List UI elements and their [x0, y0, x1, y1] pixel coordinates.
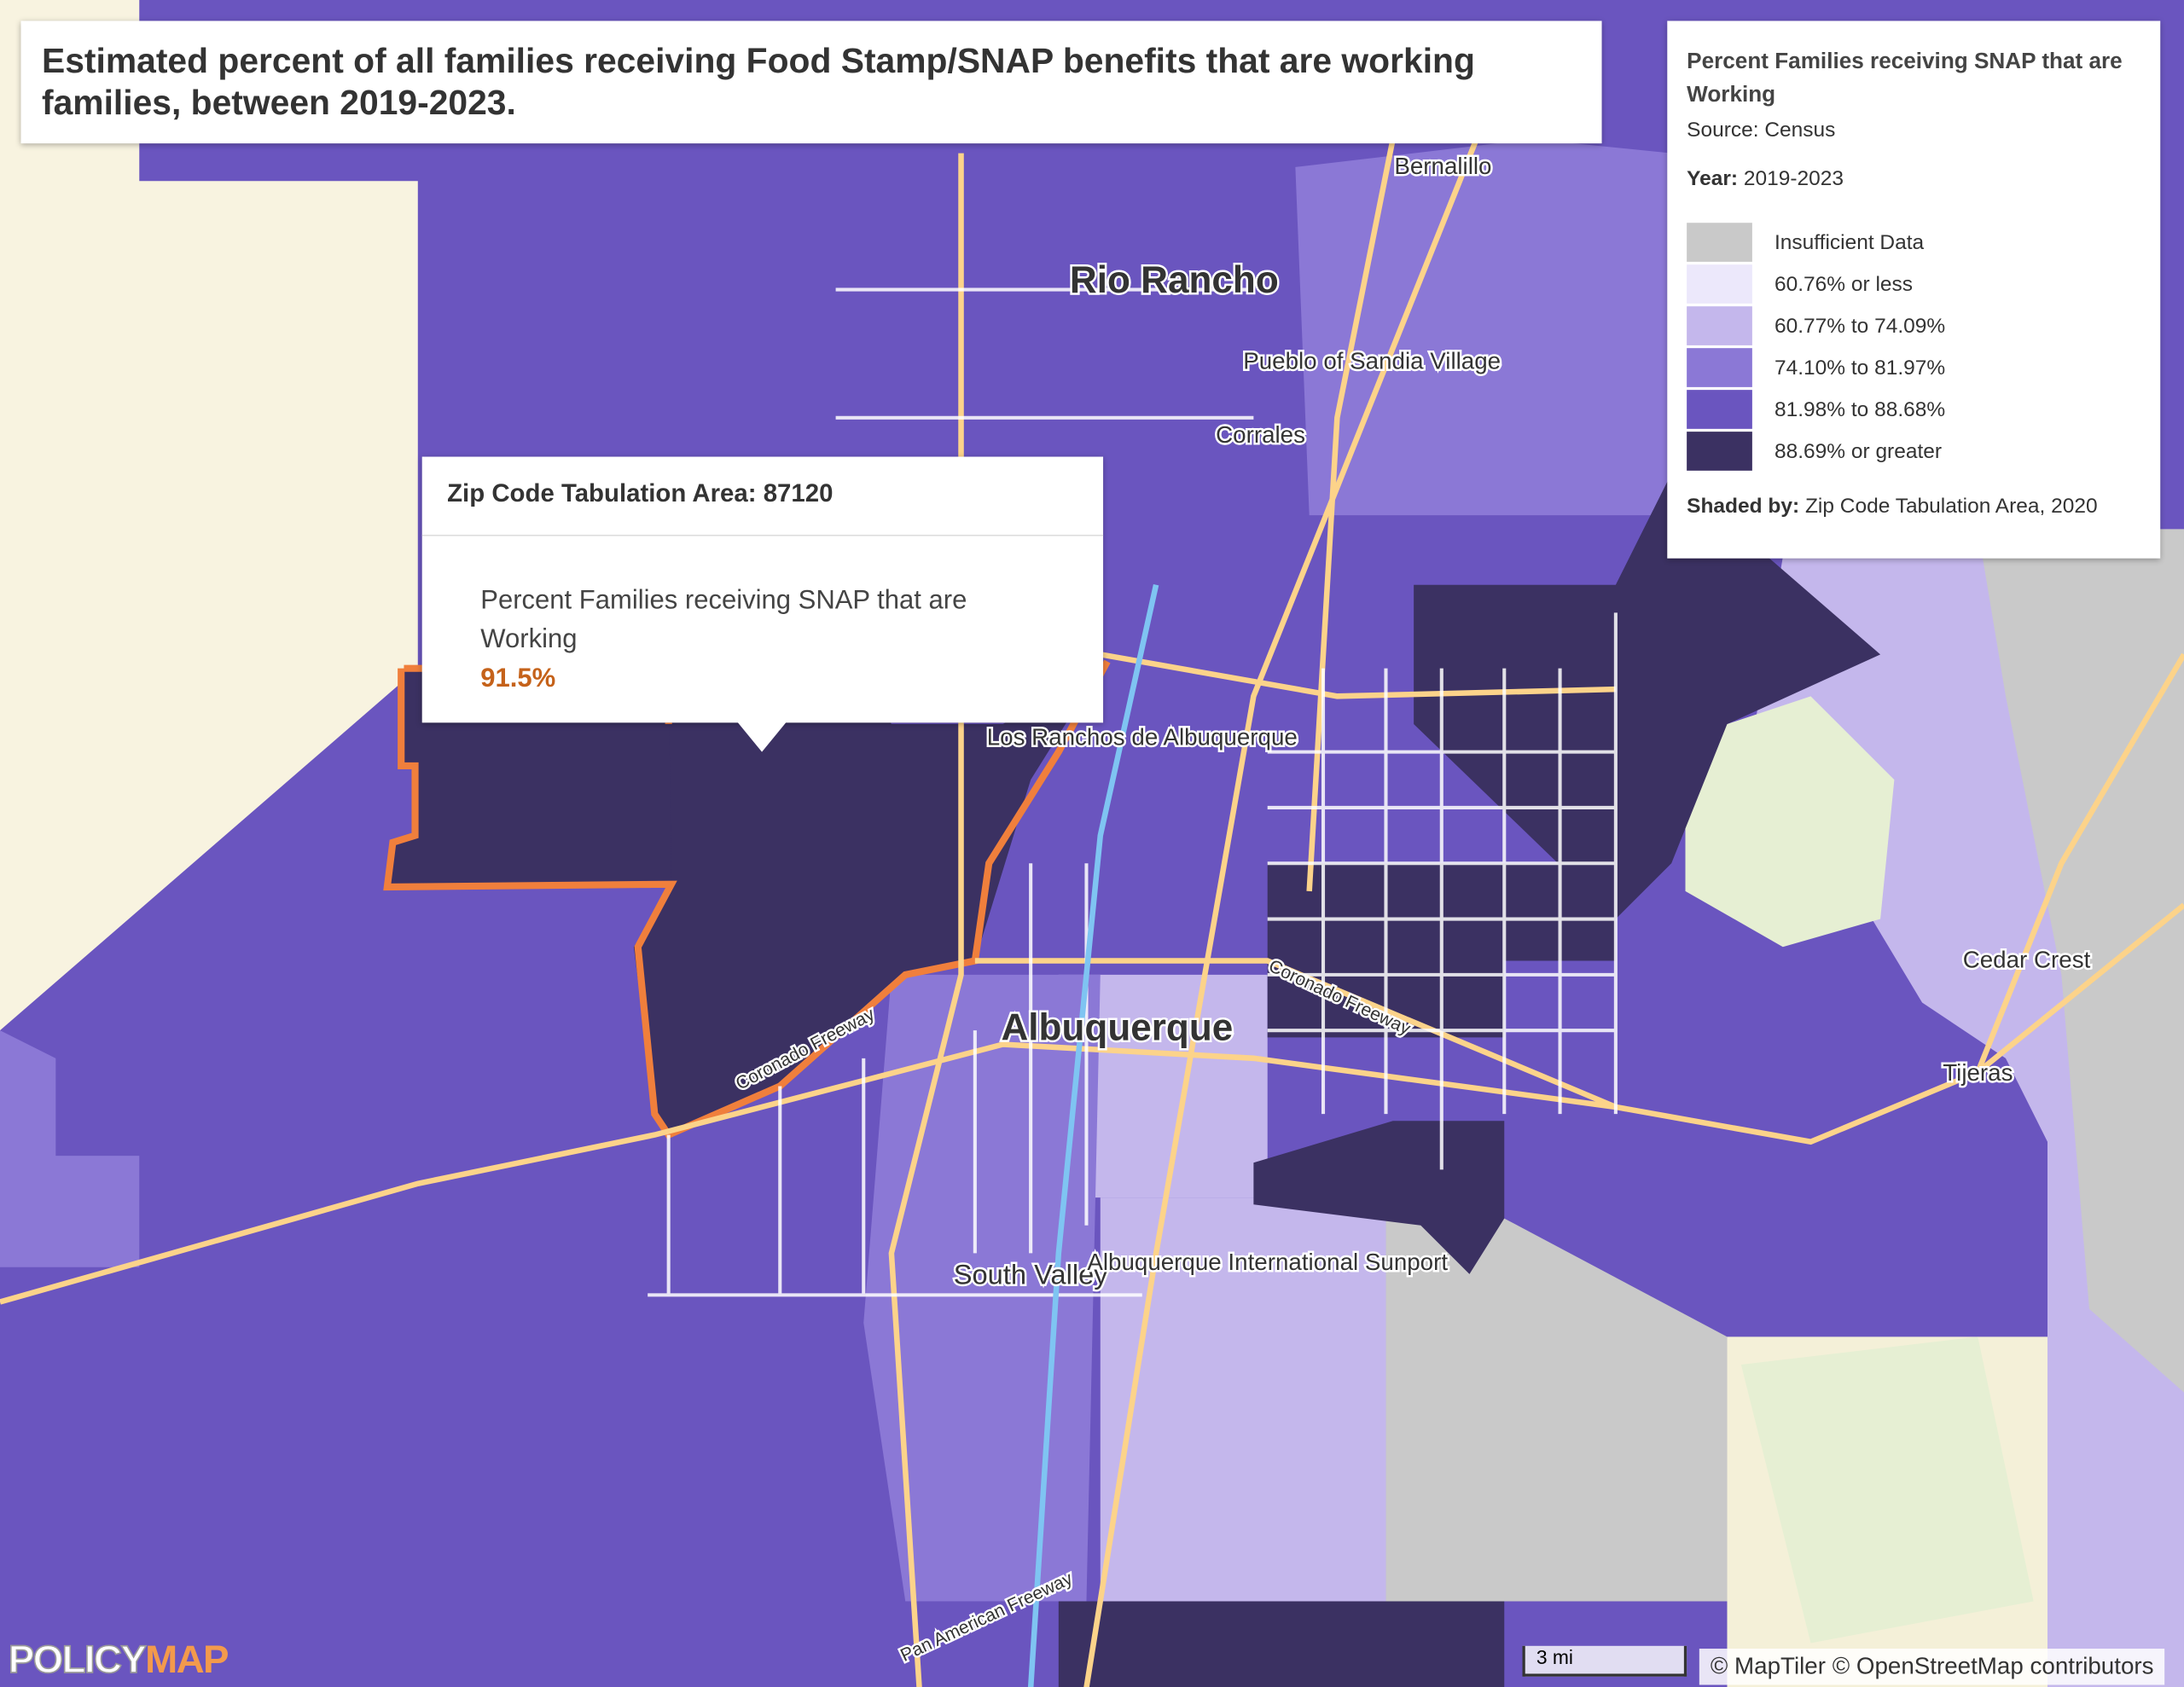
- place-label: Tijeras: [1943, 1059, 2013, 1086]
- legend-swatch: [1687, 432, 1752, 471]
- place-label: Los Ranchos de Albuquerque: [987, 723, 1298, 750]
- legend-item: Insufficient Data: [1687, 222, 2140, 264]
- place-label: South Valley: [954, 1258, 1109, 1290]
- legend-label: 88.69% or greater: [1774, 439, 1943, 463]
- brand-part: POLICY: [8, 1637, 148, 1681]
- place-label: Albuquerque: [1001, 1007, 1233, 1049]
- legend-title: Percent Families receiving SNAP that are…: [1687, 49, 2123, 107]
- tooltip-value: 91.5%: [480, 664, 556, 694]
- place-label: Corrales: [1216, 421, 1305, 448]
- brand-logo: POLICYMAP: [8, 1637, 229, 1682]
- attribution[interactable]: © MapTiler © OpenStreetMap contributors: [1699, 1649, 2165, 1685]
- legend-swatch: [1687, 264, 1752, 304]
- place-label: Bernalillo: [1394, 153, 1491, 179]
- year-label: Year:: [1687, 166, 1739, 191]
- legend: Percent Families receiving SNAP that are…: [1667, 20, 2161, 559]
- legend-label: 60.76% or less: [1774, 272, 1914, 296]
- shaded: Zip Code Tabulation Area, 2020: [1804, 494, 2098, 519]
- legend-swatch: [1687, 348, 1752, 387]
- legend-item: 60.76% or less: [1687, 264, 2140, 305]
- legend-item: 88.69% or greater: [1687, 430, 2140, 472]
- legend-items: Insufficient Data 60.76% or less 60.77% to…: [1687, 222, 2140, 472]
- tooltip-pointer: [736, 721, 787, 752]
- legend-label: 74.10% to 81.97%: [1774, 356, 1946, 380]
- legend-swatch: [1687, 306, 1752, 345]
- legend-swatch: [1687, 390, 1752, 429]
- place-label: Albuquerque International Sunport: [1087, 1249, 1448, 1275]
- shaded-label: Shaded by:: [1687, 494, 1800, 519]
- tooltip-title: Zip Code Tabulation Area: 87120: [421, 457, 1104, 536]
- tooltip: Zip Code Tabulation Area: 87120 Percent …: [421, 456, 1104, 723]
- legend-label: 81.98% to 88.68%: [1774, 397, 1946, 421]
- place-label: Pueblo of Sandia Village: [1243, 348, 1501, 374]
- legend-label: Insufficient Data: [1774, 230, 1925, 254]
- legend-item: 81.98% to 88.68%: [1687, 389, 2140, 431]
- tooltip-metric: Percent Families receiving SNAP that are…: [480, 586, 967, 655]
- legend-source: Source: Census: [1687, 118, 1836, 142]
- brand-part: MAP: [145, 1637, 229, 1681]
- legend-swatch: [1687, 223, 1752, 262]
- year: 2019-2023: [1743, 166, 1844, 191]
- place-label: Rio Rancho: [1070, 259, 1279, 301]
- map-title: Estimated percent of all families receiv…: [20, 20, 1602, 144]
- legend-item: 60.77% to 74.09%: [1687, 305, 2140, 347]
- scale-bar: 3 mi: [1522, 1645, 1687, 1677]
- legend-label: 60.77% to 74.09%: [1774, 314, 1946, 338]
- legend-item: 74.10% to 81.97%: [1687, 347, 2140, 389]
- place-label: Cedar Crest: [1963, 947, 2091, 973]
